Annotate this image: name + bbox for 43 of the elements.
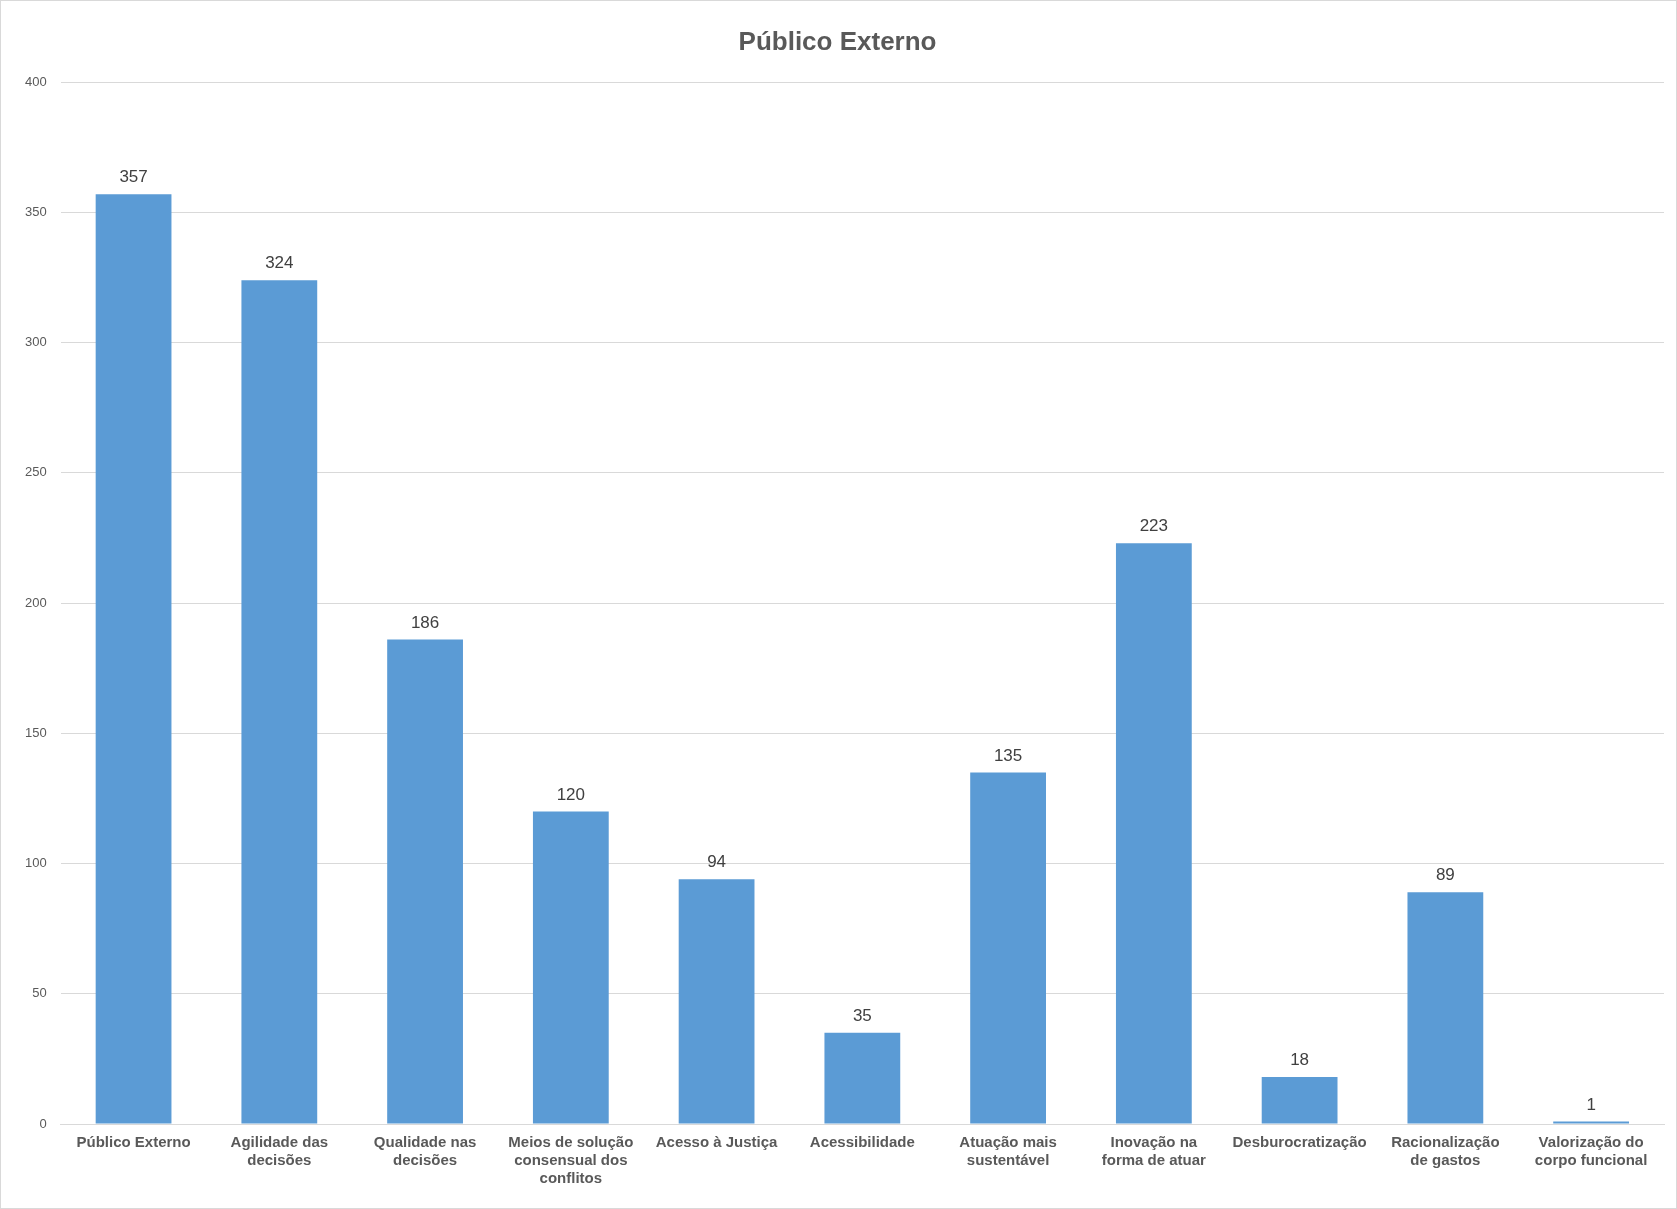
- bar: [1553, 1121, 1630, 1124]
- y-tick-label: 0: [39, 1115, 47, 1131]
- bar: [1407, 892, 1484, 1124]
- x-tick-label: Público Externo: [76, 1133, 191, 1151]
- y-tick-label: 50: [32, 985, 47, 1001]
- x-tick-label: Atuação mais sustentável: [959, 1133, 1057, 1169]
- data-label: 35: [852, 1006, 872, 1026]
- x-tick-label: Valorização do corpo funcional: [1534, 1133, 1648, 1169]
- bar: [95, 194, 172, 1124]
- bar: [824, 1032, 901, 1124]
- data-label: 186: [410, 612, 440, 632]
- bar: [678, 879, 755, 1124]
- y-tick-label: 250: [24, 464, 47, 480]
- y-tick-label: 150: [24, 724, 47, 740]
- data-label: 135: [993, 745, 1023, 765]
- data-label: 223: [1139, 516, 1169, 536]
- chart-title: Público Externo: [738, 25, 937, 56]
- bar: [1115, 543, 1192, 1124]
- data-label: 94: [707, 852, 727, 872]
- bar: [241, 280, 318, 1124]
- x-tick-label: Acessibilidade: [809, 1133, 915, 1151]
- x-tick-label: Racionalização de gastos: [1391, 1133, 1500, 1169]
- x-tick-label: Inovação na forma de atuar: [1101, 1133, 1207, 1169]
- x-tick-label: Agilidade das decisões: [230, 1133, 329, 1169]
- data-label: 357: [119, 167, 148, 187]
- data-label: 120: [556, 784, 586, 804]
- bar: [532, 811, 609, 1124]
- bar: [387, 639, 463, 1124]
- y-tick-label: 400: [24, 73, 47, 89]
- x-tick-label: Meios de solução consensual dos conflitos: [508, 1133, 634, 1187]
- x-tick-label: Qualidade nas decisões: [373, 1133, 477, 1169]
- y-tick-label: 200: [24, 594, 47, 610]
- x-tick-label: Desburocratização: [1232, 1133, 1367, 1151]
- x-tick-label: Acesso à Justiça: [655, 1133, 779, 1151]
- bar: [1261, 1077, 1338, 1124]
- y-tick-label: 350: [24, 204, 47, 219]
- data-label: 324: [265, 253, 294, 273]
- data-label: 18: [1290, 1050, 1310, 1070]
- y-tick-label: 300: [24, 334, 47, 350]
- data-label: 1: [1586, 1094, 1596, 1114]
- bar: [970, 772, 1046, 1124]
- y-tick-label: 100: [24, 855, 47, 871]
- data-label: 89: [1435, 865, 1455, 885]
